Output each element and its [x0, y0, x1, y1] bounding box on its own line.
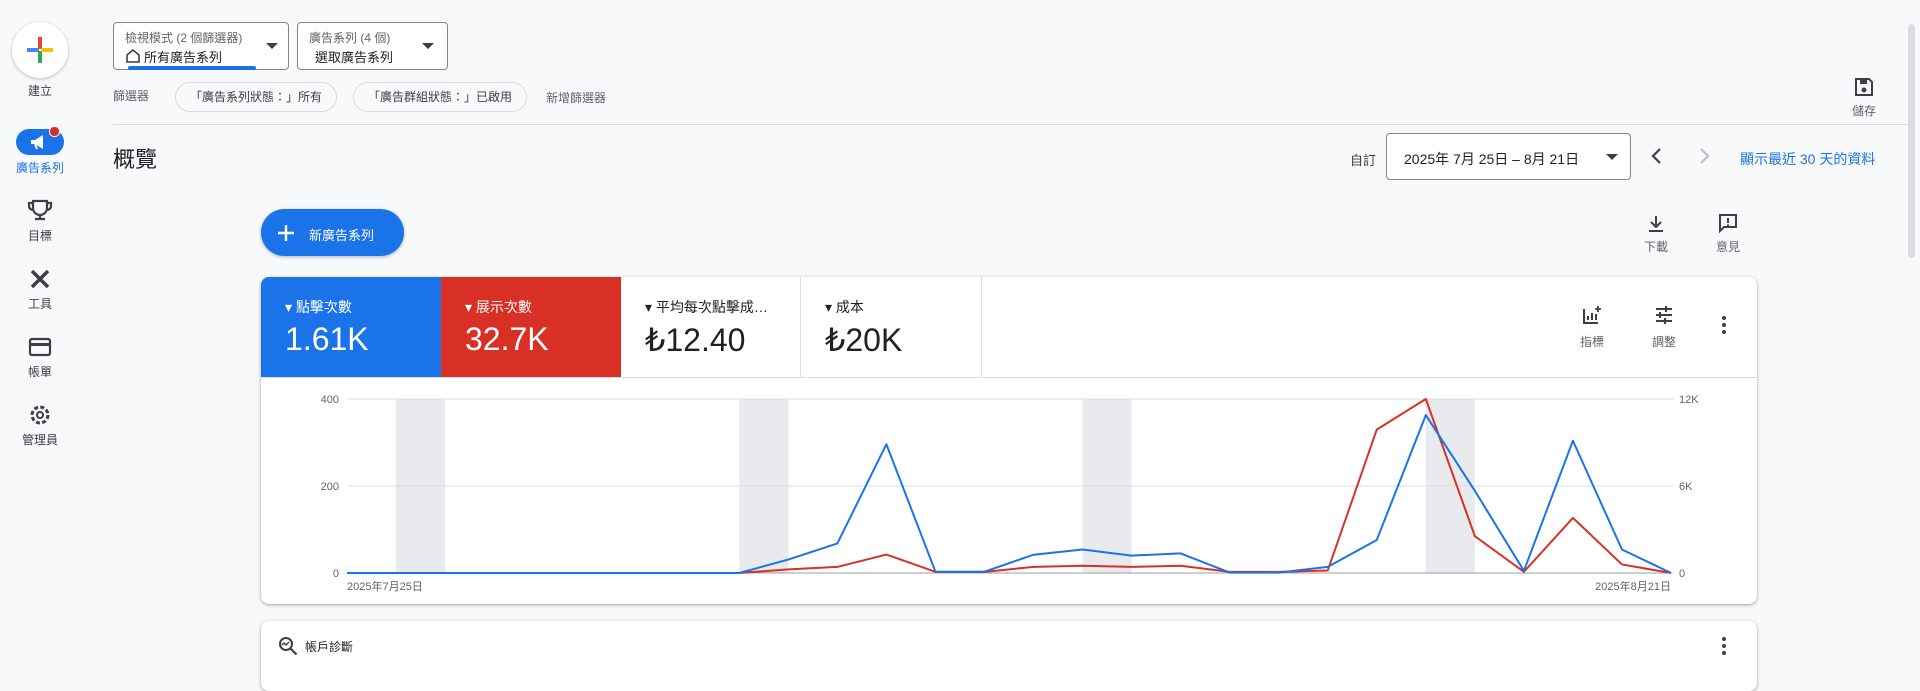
nav-item[interactable]: 目標: [27, 229, 52, 243]
diagnostics-icon: [279, 637, 298, 656]
megaphone-icon: [31, 135, 43, 150]
metric-value: 32.7K: [465, 321, 549, 357]
download-icon[interactable]: [1645, 213, 1667, 235]
metric-name-text: 點擊次數: [295, 299, 352, 315]
save-label: 儲存: [1851, 104, 1876, 118]
nav-item[interactable]: 管理員: [21, 433, 58, 447]
chart: 0 200 400 0 6K 12K 2025年7月25日 2025年8月21日: [321, 394, 1700, 593]
caret: [266, 43, 278, 49]
y-tick-label: 200: [321, 481, 339, 493]
adjust-icon[interactable]: [1653, 304, 1675, 326]
active-indicator: [128, 66, 256, 70]
notification-dot: [49, 126, 60, 137]
filter-chip[interactable]: 「廣告群組狀態：」已啟用: [353, 82, 528, 112]
divider: [261, 377, 1757, 378]
page: 建立 廣告系列 目標 工具 帳單 管理員 檢視模式 (2 個篩選器) 所有廣告系…: [12, 22, 1915, 656]
new-campaign-button[interactable]: 新廣告系列: [261, 209, 404, 256]
metric-name-text: 展示次數: [475, 299, 532, 315]
more-menu[interactable]: [1716, 635, 1732, 657]
add-filter[interactable]: 新增篩選器: [546, 91, 607, 105]
plus-icon: [278, 225, 294, 241]
next-button[interactable]: [1693, 145, 1715, 167]
tools-icon: [30, 269, 50, 289]
y-tick-label: 400: [321, 394, 339, 406]
diagnostics-card: 帳戶診斷: [261, 621, 1757, 691]
divider: [113, 124, 1908, 125]
metric-name: ▾ 成本: [825, 299, 864, 315]
metrics-icon[interactable]: [1581, 304, 1603, 326]
feedback-icon[interactable]: [1717, 212, 1739, 234]
recent-link[interactable]: 顯示最近 30 天的資料: [1740, 151, 1876, 167]
performance-card: ▾ 點擊次數 1.61K ▾ 展示次數 32.7K ▾ 平均每次點擊成… ₺12…: [261, 277, 1757, 604]
metric-tile[interactable]: ▾ 平均每次點擊成… ₺12.40: [621, 277, 801, 377]
dropdown-label: 檢視模式 (2 個篩選器): [125, 31, 243, 45]
metric-tile[interactable]: ▾ 展示次數 32.7K: [441, 277, 621, 377]
dropdown-value: 所有廣告系列: [144, 50, 223, 65]
metric-name: ▾ 點擊次數: [285, 299, 352, 315]
y-tick-label: 0: [333, 568, 339, 580]
campaigns-dropdown[interactable]: 廣告系列 (4 個) 選取廣告系列: [297, 22, 448, 70]
metric-name: ▾ 平均每次點擊成…: [645, 299, 768, 315]
dropdown-label: 廣告系列 (4 個): [309, 31, 391, 45]
nav-item[interactable]: 帳單: [27, 365, 52, 379]
x-tick-label: 2025年7月25日: [347, 579, 423, 593]
y2-tick-label: 12K: [1679, 394, 1699, 406]
nav-item[interactable]: 廣告系列: [15, 161, 64, 175]
x-tick-label: 2025年8月21日: [1595, 579, 1671, 593]
metric-value: 1.61K: [285, 321, 369, 357]
metric-value: ₺20K: [825, 322, 903, 358]
overview-title: 概覽: [113, 147, 158, 172]
y2-tick-label: 6K: [1679, 481, 1693, 493]
caret: [422, 43, 434, 49]
metric-name-text: 平均每次點擊成…: [655, 299, 768, 315]
metrics-label: 指標: [1579, 335, 1604, 349]
button-label: 新廣告系列: [309, 228, 375, 243]
nav-item[interactable]: 工具: [27, 297, 52, 311]
home-icon: [126, 48, 140, 63]
trophy-icon: [27, 199, 53, 221]
scrollbar-thumb: [1908, 24, 1915, 258]
create-label: 建立: [27, 84, 52, 98]
y2-tick-label: 0: [1679, 568, 1685, 580]
save-icon[interactable]: [1853, 76, 1875, 98]
metric-name: ▾ 展示次數: [465, 299, 532, 315]
date-range: 2025年 7月 25日 – 8月 21日: [1404, 151, 1580, 167]
range-label: 自訂: [1350, 153, 1377, 168]
more-menu[interactable]: [1716, 314, 1732, 336]
diagnostics-title: 帳戶診斷: [305, 640, 354, 654]
filters-label: 篩選器: [113, 89, 150, 103]
feedback-label: 意見: [1715, 240, 1740, 254]
nav-campaigns-icon[interactable]: [16, 126, 64, 155]
admin-icon: [30, 405, 50, 425]
adjust-label: 調整: [1651, 335, 1676, 349]
metric-tile[interactable]: ▾ 成本 ₺20K: [801, 277, 982, 377]
date-range-picker[interactable]: 2025年 7月 25日 – 8月 21日: [1386, 133, 1631, 180]
dropdown-value: 選取廣告系列: [315, 50, 394, 65]
prev-button[interactable]: [1646, 145, 1668, 167]
view-mode-dropdown[interactable]: 檢視模式 (2 個篩選器) 所有廣告系列: [113, 22, 289, 70]
download-label: 下載: [1643, 240, 1668, 254]
create-icon: [27, 37, 53, 63]
series-line: [347, 414, 1672, 574]
metric-value: ₺12.40: [645, 322, 746, 358]
create-button[interactable]: [12, 22, 68, 78]
caret: [1606, 154, 1618, 160]
filter-chip[interactable]: 「廣告系列狀態：」所有: [175, 82, 338, 112]
metric-tile[interactable]: ▾ 點擊次數 1.61K: [261, 277, 441, 377]
metric-name-text: 成本: [835, 299, 864, 315]
billing-icon: [28, 337, 52, 357]
